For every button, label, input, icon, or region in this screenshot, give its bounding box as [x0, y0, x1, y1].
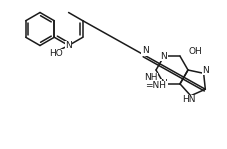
Text: HO: HO — [49, 49, 62, 58]
Text: N: N — [141, 46, 148, 55]
Text: N: N — [160, 52, 167, 61]
Text: HN: HN — [181, 95, 195, 104]
Text: OH: OH — [187, 47, 201, 56]
Text: N: N — [160, 79, 167, 88]
Text: =NH: =NH — [145, 82, 166, 90]
Text: NH: NH — [144, 73, 157, 83]
Text: N: N — [65, 41, 72, 50]
Text: N: N — [201, 66, 208, 75]
